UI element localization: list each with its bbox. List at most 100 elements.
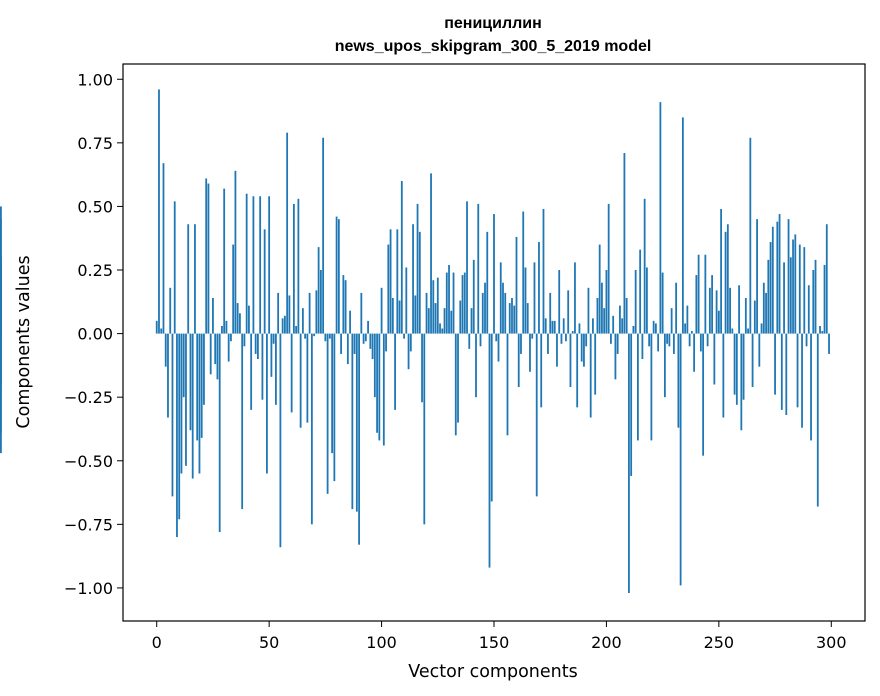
bar-245 bbox=[706, 333, 709, 347]
bar-239 bbox=[693, 333, 696, 372]
bar-263 bbox=[747, 328, 749, 334]
bar-41 bbox=[248, 305, 250, 334]
bar-6 bbox=[169, 287, 172, 334]
bar-193 bbox=[589, 333, 592, 418]
bar-240 bbox=[695, 275, 698, 334]
bar-144 bbox=[479, 333, 482, 347]
bar-3 bbox=[162, 163, 165, 334]
bar-163 bbox=[522, 211, 525, 334]
bar-99 bbox=[378, 333, 381, 441]
bar-228 bbox=[668, 333, 671, 347]
bar-93 bbox=[364, 333, 367, 342]
bar-248 bbox=[713, 333, 716, 385]
bar-253 bbox=[724, 231, 727, 334]
bar-89 bbox=[355, 333, 358, 512]
bar-19 bbox=[198, 333, 201, 474]
bar-40 bbox=[245, 193, 248, 334]
bar-66 bbox=[304, 333, 307, 339]
bar-280 bbox=[785, 333, 788, 415]
bar-62 bbox=[295, 325, 298, 334]
bar-293 bbox=[814, 259, 817, 334]
bar-94 bbox=[367, 320, 369, 334]
bar-33 bbox=[230, 333, 232, 342]
bar-21 bbox=[203, 333, 205, 405]
bar-27 bbox=[216, 333, 219, 380]
bar-128 bbox=[443, 308, 446, 334]
bar-273 bbox=[769, 242, 772, 334]
bar-125 bbox=[436, 277, 439, 334]
bar-271 bbox=[765, 292, 767, 334]
bar-243 bbox=[702, 333, 705, 456]
bar-172 bbox=[542, 208, 545, 334]
bar-213 bbox=[634, 270, 637, 334]
bar-208 bbox=[623, 153, 626, 334]
bar-235 bbox=[684, 323, 687, 334]
bar-288 bbox=[803, 247, 806, 334]
bar-175 bbox=[549, 292, 552, 334]
bar-260 bbox=[740, 333, 743, 431]
bar-150 bbox=[493, 214, 495, 334]
bar-5 bbox=[167, 333, 169, 418]
bar-195 bbox=[594, 333, 597, 395]
bar-143 bbox=[477, 203, 480, 334]
bar-224 bbox=[659, 102, 662, 334]
bar-105 bbox=[391, 297, 394, 334]
bar-69 bbox=[310, 333, 313, 525]
bar-218 bbox=[646, 267, 648, 334]
bar-111 bbox=[405, 267, 408, 334]
bar-237 bbox=[688, 333, 691, 347]
bar-236 bbox=[686, 305, 689, 334]
bar-75 bbox=[324, 333, 327, 342]
bar-106 bbox=[394, 333, 396, 410]
bar-2 bbox=[160, 328, 163, 334]
bar-200 bbox=[605, 270, 608, 334]
x-tick-label: 100 bbox=[366, 633, 397, 652]
bar-107 bbox=[396, 229, 399, 334]
y-axis-label: Components values bbox=[14, 255, 34, 428]
bar-249 bbox=[715, 290, 718, 334]
bar-238 bbox=[690, 331, 693, 334]
bar-50 bbox=[268, 196, 271, 334]
bar-251 bbox=[720, 208, 722, 334]
bar-180 bbox=[560, 333, 563, 344]
bar-206 bbox=[619, 305, 621, 334]
bar-220 bbox=[650, 333, 653, 441]
bar-15 bbox=[189, 333, 192, 431]
bar-298 bbox=[825, 224, 828, 334]
bar-55 bbox=[279, 333, 282, 548]
bar-189 bbox=[580, 333, 583, 362]
bar-259 bbox=[738, 285, 740, 334]
bar-307 bbox=[0, 206, 2, 334]
bar-113 bbox=[409, 333, 412, 352]
bar-152 bbox=[497, 333, 500, 362]
bar-287 bbox=[801, 333, 803, 428]
y-tick-label: −0.75 bbox=[64, 515, 113, 534]
bar-20 bbox=[200, 333, 203, 438]
bar-261 bbox=[742, 333, 745, 400]
bar-170 bbox=[538, 242, 540, 334]
bar-72 bbox=[317, 247, 320, 334]
bar-159 bbox=[513, 305, 516, 334]
bar-131 bbox=[450, 310, 453, 334]
bar-290 bbox=[807, 285, 810, 334]
bar-230 bbox=[672, 333, 675, 354]
x-tick-label: 0 bbox=[152, 633, 162, 652]
bar-215 bbox=[639, 249, 642, 334]
bar-145 bbox=[481, 292, 484, 334]
bar-250 bbox=[717, 310, 720, 334]
bar-146 bbox=[484, 282, 486, 334]
bar-22 bbox=[205, 178, 208, 334]
bar-12 bbox=[182, 333, 185, 398]
bar-63 bbox=[297, 198, 300, 334]
bar-31 bbox=[225, 320, 228, 334]
bar-60 bbox=[290, 333, 293, 413]
x-axis-label: Vector components bbox=[408, 662, 577, 682]
bar-168 bbox=[533, 262, 536, 334]
bar-157 bbox=[508, 303, 511, 334]
bar-7 bbox=[171, 333, 174, 497]
bar-274 bbox=[771, 226, 774, 334]
bar-130 bbox=[448, 264, 450, 334]
bar-191 bbox=[585, 333, 588, 347]
bar-64 bbox=[299, 333, 302, 428]
bar-210 bbox=[628, 333, 630, 594]
